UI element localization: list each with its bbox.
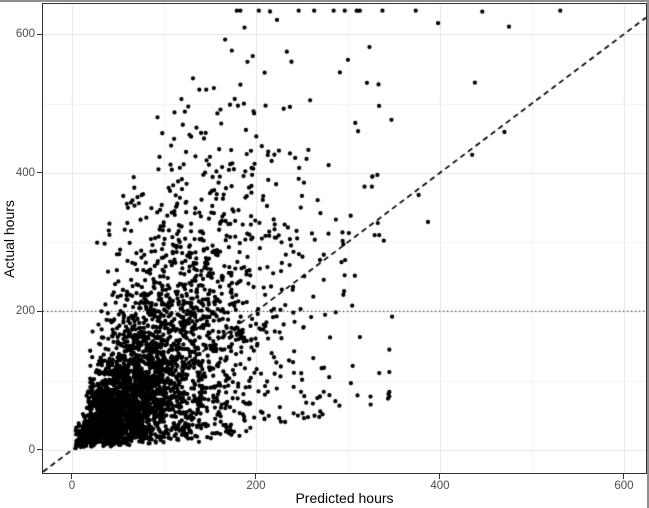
y-tick-mark [37,449,42,451]
x-tick-mark [255,474,257,479]
x-tick-mark [71,474,73,479]
y-tick-mark [37,172,42,174]
y-tick-label: 200 [15,305,35,318]
scatter-canvas [43,4,646,473]
x-tick-mark [439,474,441,479]
x-tick-mark [623,474,625,479]
y-tick-mark [37,310,42,312]
y-axis-title: Actual hours [1,199,18,278]
y-tick-label: 600 [15,28,35,41]
x-tick-label: 200 [246,480,266,492]
x-tick-label: 600 [614,480,634,492]
y-tick-mark [37,33,42,35]
x-axis-title: Predicted hours [295,490,394,506]
y-tick-label: 0 [28,443,35,456]
y-axis-title-wrap: Actual hours [0,4,18,473]
y-tick-label: 400 [15,166,35,179]
x-tick-label: 400 [430,480,450,492]
x-tick-label: 0 [68,480,76,492]
plot-panel [42,3,647,474]
